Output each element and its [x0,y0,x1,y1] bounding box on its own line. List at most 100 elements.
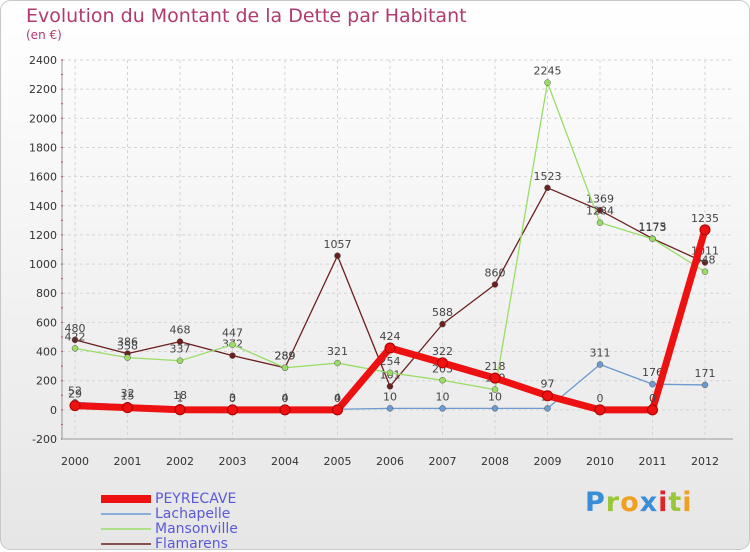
data-point [124,354,131,361]
data-label: 97 [541,378,555,391]
x-tick-label: 2009 [534,455,562,468]
data-point [544,79,551,86]
x-tick-label: 2001 [114,455,142,468]
data-point [701,381,709,389]
data-point [489,372,501,384]
data-point [174,404,186,416]
y-tick-label: 2400 [29,54,57,67]
data-label: 1369 [586,192,614,205]
y-tick-label: 1400 [29,200,57,213]
y-tick-label: 200 [36,375,57,388]
data-label: 176 [642,366,663,379]
data-label: 4 [334,391,341,404]
data-label: 171 [695,367,716,380]
data-label: 1057 [324,238,352,251]
data-point [596,207,604,214]
data-point [701,268,709,275]
data-label: 1235 [691,212,719,225]
data-label: 0 [229,392,236,405]
y-tick-label: 600 [36,316,57,329]
data-label: 10 [383,390,397,403]
data-label: 1523 [534,170,562,183]
data-label: 422 [65,330,86,343]
legend-label: Lachapelle [155,506,231,522]
y-tick-label: 1200 [29,229,57,242]
data-label: 15 [121,390,135,403]
y-tick-label: 2000 [29,112,57,125]
data-label: 3 [229,391,236,404]
data-point [386,383,394,390]
data-label: 29 [68,388,82,401]
data-label: 0 [597,392,604,405]
data-label: 860 [485,266,506,279]
data-label: 424 [380,330,401,343]
data-point [334,359,341,367]
x-tick-label: 2012 [691,455,719,468]
data-point [649,380,656,388]
data-label: 218 [485,360,506,373]
x-tick-label: 2010 [586,455,614,468]
x-tick-label: 2004 [271,455,299,468]
data-point [71,345,79,352]
data-point [71,336,79,344]
data-point [491,405,499,412]
data-label: 289 [275,350,296,363]
y-tick-label: -200 [32,433,57,446]
data-point [386,405,394,412]
chart-subtitle: (en €) [26,28,62,42]
data-point [229,352,236,359]
data-point [647,404,658,416]
data-label: 322 [432,345,453,358]
data-label: 10 [488,390,502,403]
data-point [281,364,289,371]
data-point [437,357,448,369]
y-tick-label: 800 [36,287,57,300]
data-point [544,184,551,192]
data-label: 1 [177,392,184,405]
data-point [701,259,709,266]
data-point [279,404,291,416]
data-point [439,377,446,384]
data-point [491,386,499,393]
data-label: 311 [590,347,611,360]
data-point [229,341,236,348]
y-tick-label: 400 [36,346,57,359]
data-label: 0 [334,392,341,405]
data-point [596,361,604,368]
data-label: 358 [117,340,138,353]
x-tick-label: 2002 [166,455,194,468]
x-tick-label: 2006 [376,455,404,468]
y-tick-label: 1000 [29,258,57,271]
data-point [386,369,394,377]
data-label: 32 [121,387,135,400]
data-label: 480 [65,322,86,335]
data-point [69,400,81,412]
data-label: 4 [282,391,289,404]
data-label: 10 [436,390,450,403]
data-point [439,320,446,328]
data-label: 0 [649,392,656,405]
data-point [596,219,604,226]
data-label: 447 [222,327,243,340]
data-point [332,404,343,416]
data-label: 337 [170,343,191,356]
x-tick-label: 2007 [429,455,457,468]
data-label: 0 [282,392,289,405]
y-tick-label: 1800 [29,141,57,154]
data-label: 18 [173,389,187,402]
data-label: 1175 [639,221,667,234]
data-label: 468 [170,324,191,337]
y-tick-label: 2200 [29,83,57,96]
data-label: 2245 [534,65,562,78]
data-point [491,281,499,288]
y-tick-label: 1600 [29,171,57,184]
data-label: 321 [327,345,348,358]
data-label: 1284 [586,205,614,218]
y-tick-label: 0 [50,404,57,417]
x-tick-label: 2003 [219,455,247,468]
x-tick-label: 2011 [639,455,667,468]
data-label: 1173 [639,221,667,234]
data-label: 386 [117,336,138,349]
